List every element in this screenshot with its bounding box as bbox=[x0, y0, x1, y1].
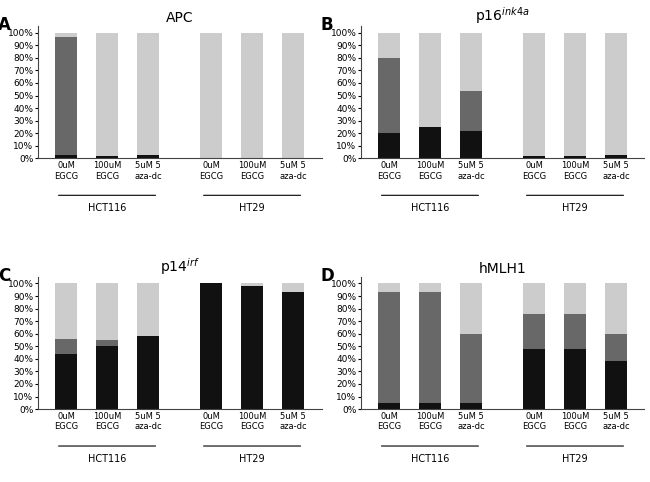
Bar bbox=[460, 334, 482, 403]
Bar bbox=[96, 33, 118, 156]
Text: C: C bbox=[0, 267, 10, 285]
Text: HCT116: HCT116 bbox=[88, 203, 126, 213]
Text: HT29: HT29 bbox=[239, 454, 265, 464]
Title: APC: APC bbox=[166, 11, 194, 25]
Title: hMLH1: hMLH1 bbox=[478, 262, 526, 276]
Bar bbox=[241, 33, 263, 159]
Text: B: B bbox=[321, 16, 333, 34]
Text: A: A bbox=[0, 16, 11, 34]
Bar bbox=[523, 156, 545, 159]
Text: HT29: HT29 bbox=[562, 203, 588, 213]
Bar bbox=[564, 33, 586, 156]
Text: HT29: HT29 bbox=[239, 203, 265, 213]
Bar bbox=[55, 354, 77, 409]
Bar bbox=[564, 314, 586, 349]
Bar bbox=[523, 33, 545, 156]
Bar bbox=[460, 403, 482, 409]
Text: D: D bbox=[321, 267, 335, 285]
Bar bbox=[136, 336, 159, 409]
Bar bbox=[96, 283, 118, 340]
Bar bbox=[55, 33, 77, 37]
Bar bbox=[378, 292, 400, 403]
Bar bbox=[136, 33, 159, 155]
Bar bbox=[604, 283, 627, 334]
Bar bbox=[55, 339, 77, 354]
Bar bbox=[96, 346, 118, 409]
Bar bbox=[604, 33, 627, 155]
Bar bbox=[564, 283, 586, 314]
Bar bbox=[55, 37, 77, 155]
Bar bbox=[281, 283, 304, 292]
Bar bbox=[55, 155, 77, 159]
Bar bbox=[241, 283, 263, 286]
Bar bbox=[564, 349, 586, 409]
Bar bbox=[241, 286, 263, 409]
Text: HCT116: HCT116 bbox=[411, 203, 449, 213]
Title: p16$^{ink4a}$: p16$^{ink4a}$ bbox=[475, 6, 530, 27]
Bar bbox=[419, 403, 441, 409]
Bar bbox=[460, 33, 482, 91]
Bar bbox=[96, 340, 118, 346]
Bar bbox=[200, 283, 222, 409]
Bar bbox=[419, 33, 441, 127]
Text: HCT116: HCT116 bbox=[411, 454, 449, 464]
Bar bbox=[378, 403, 400, 409]
Bar bbox=[378, 283, 400, 292]
Text: HCT116: HCT116 bbox=[88, 454, 126, 464]
Bar bbox=[200, 33, 222, 159]
Bar bbox=[460, 131, 482, 159]
Text: HT29: HT29 bbox=[562, 454, 588, 464]
Bar bbox=[564, 156, 586, 159]
Bar bbox=[96, 156, 118, 159]
Bar bbox=[281, 33, 304, 159]
Bar bbox=[460, 283, 482, 334]
Bar bbox=[419, 127, 441, 159]
Bar bbox=[604, 362, 627, 409]
Bar bbox=[136, 283, 159, 336]
Bar bbox=[378, 133, 400, 159]
Bar bbox=[281, 292, 304, 409]
Bar bbox=[419, 292, 441, 403]
Bar bbox=[378, 58, 400, 133]
Title: p14$^{irf}$: p14$^{irf}$ bbox=[160, 256, 200, 277]
Bar bbox=[523, 314, 545, 349]
Bar bbox=[55, 283, 77, 339]
Bar bbox=[460, 91, 482, 131]
Bar bbox=[523, 349, 545, 409]
Bar bbox=[604, 334, 627, 362]
Bar bbox=[604, 155, 627, 159]
Bar bbox=[523, 283, 545, 314]
Bar bbox=[378, 33, 400, 58]
Bar bbox=[419, 283, 441, 292]
Bar bbox=[136, 155, 159, 159]
